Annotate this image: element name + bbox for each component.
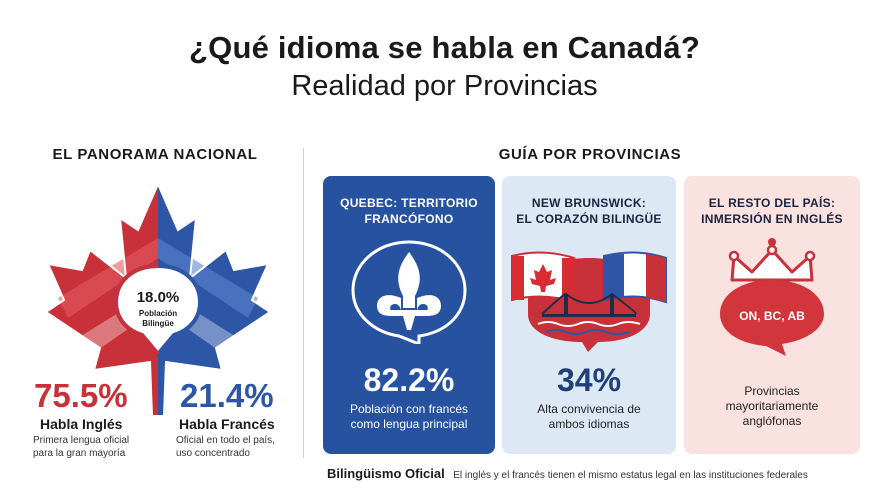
new-brunswick-title: NEW BRUNSWICK: EL CORAZÓN BILINGÜE: [502, 195, 676, 227]
english-label: Habla Inglés: [40, 416, 123, 432]
flags-bridge-icon: [511, 251, 667, 352]
maple-leaf-icon: 18.0% Población Bilingüe: [45, 183, 271, 417]
bilingual-label-1: Población: [139, 309, 177, 318]
quebec-title: QUEBEC: TERRITORIO FRANCÓFONO: [323, 195, 495, 227]
quebec-title-1: QUEBEC: TERRITORIO: [340, 196, 478, 210]
rest-card: EL RESTO DEL PAÍS: INMERSIÓN EN INGLÉS O…: [684, 176, 860, 454]
rest-badge: ON, BC, AB: [739, 309, 805, 323]
footer-strong: Bilingüismo Oficial: [327, 466, 445, 481]
english-value: 75.5%: [34, 377, 128, 414]
crown-bubble-icon: ON, BC, AB: [720, 238, 824, 356]
quebec-value: 82.2%: [363, 362, 455, 398]
section-divider: [303, 148, 304, 458]
french-desc: Oficial en todo el país, uso concentrado: [176, 434, 291, 460]
rest-title: EL RESTO DEL PAÍS: INMERSIÓN EN INGLÉS: [684, 195, 860, 227]
quebec-desc: Población con francés como lengua princi…: [323, 402, 495, 432]
fleur-de-lis-icon: [351, 240, 467, 344]
page-title: ¿Qué idioma se habla en Canadá?: [189, 30, 700, 65]
new-brunswick-desc-2: ambos idiomas: [548, 417, 630, 431]
footer-note: Bilingüismo Oficial El inglés y el franc…: [327, 465, 867, 483]
quebec-card: QUEBEC: TERRITORIO FRANCÓFONO 82.2% Pobl…: [323, 176, 495, 454]
rest-title-2: INMERSIÓN EN INGLÉS: [701, 212, 843, 226]
national-heading: EL PANORAMA NACIONAL: [52, 146, 258, 163]
bilingual-label-2: Bilingüe: [142, 319, 174, 328]
french-label: Habla Francés: [179, 416, 275, 432]
bilingual-value: 18.0%: [137, 289, 180, 306]
new-brunswick-title-1: NEW BRUNSWICK:: [531, 196, 647, 210]
new-brunswick-value: 34%: [556, 362, 622, 398]
rest-desc-2: mayoritariamente: [725, 399, 819, 413]
provinces-heading: GUÍA POR PROVINCIAS: [498, 146, 682, 163]
quebec-desc-1: Población con francés: [349, 402, 469, 416]
rest-title-1: EL RESTO DEL PAÍS:: [708, 196, 836, 210]
rest-desc-1: Provincias: [744, 384, 800, 398]
new-brunswick-title-2: EL CORAZÓN BILINGÜE: [516, 212, 662, 226]
rest-desc-3: anglófonas: [742, 414, 802, 428]
rest-desc: Provincias mayoritariamente anglófonas: [684, 384, 860, 429]
page-subtitle: Realidad por Provincias: [291, 70, 598, 102]
quebec-desc-2: como lengua principal: [350, 417, 468, 431]
english-desc-1: Primera lengua oficial: [33, 435, 130, 446]
quebec-title-2: FRANCÓFONO: [364, 212, 454, 226]
french-value: 21.4%: [180, 377, 274, 414]
footer-text: El inglés y el francés tienen el mismo e…: [453, 470, 808, 481]
new-brunswick-desc: Alta convivencia de ambos idiomas: [502, 402, 676, 432]
english-desc: Primera lengua oficial para la gran mayo…: [33, 434, 158, 460]
french-desc-2: uso concentrado: [176, 448, 250, 459]
new-brunswick-desc-1: Alta convivencia de: [537, 402, 641, 416]
french-desc-1: Oficial en todo el país,: [176, 435, 275, 446]
english-desc-2: para la gran mayoría: [33, 448, 126, 459]
new-brunswick-card: NEW BRUNSWICK: EL CORAZÓN BILINGÜE 34% A…: [502, 176, 676, 454]
